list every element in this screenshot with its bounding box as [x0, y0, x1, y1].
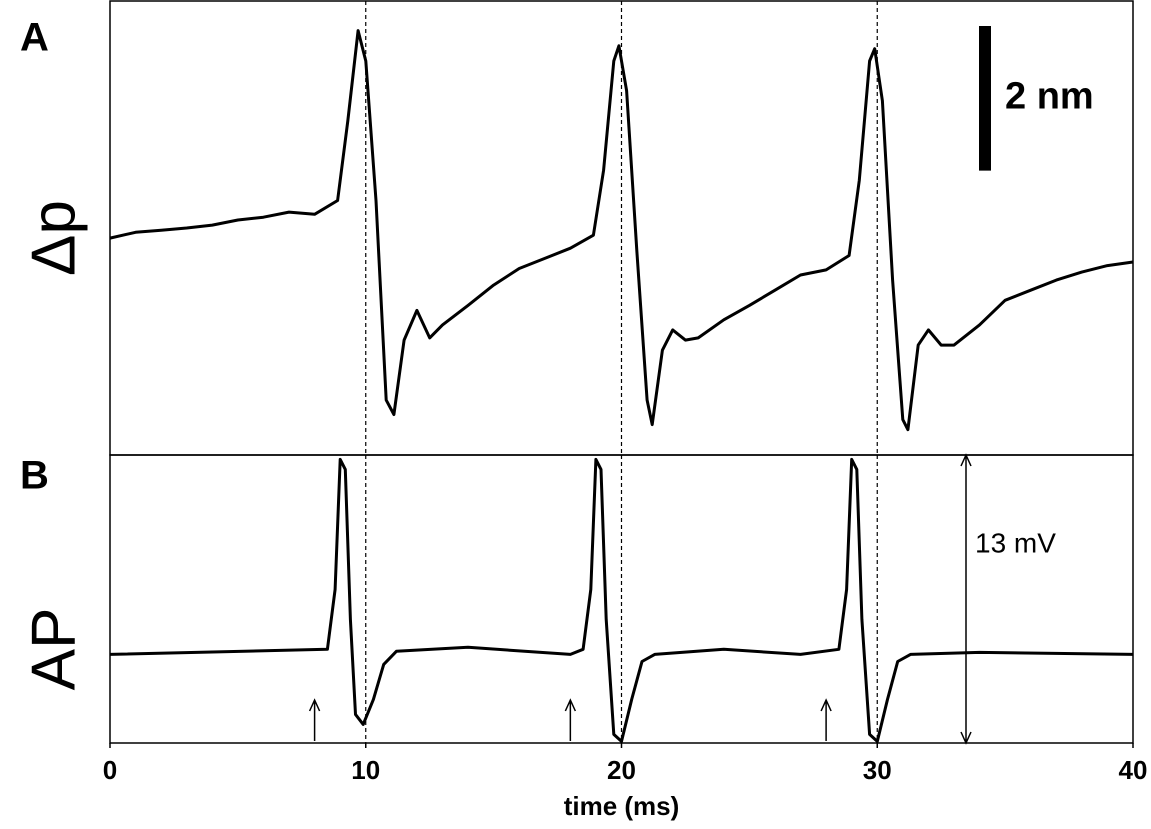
stimulus-arrow [820, 698, 832, 741]
x-tick-label: 20 [607, 755, 636, 785]
y-axis-label: AP [19, 608, 88, 691]
x-tick-label: 40 [1119, 755, 1148, 785]
y-axis-label: Δp [19, 200, 88, 276]
x-tick-label: 10 [351, 755, 380, 785]
x-tick-label: 30 [863, 755, 892, 785]
panel-label: B [20, 454, 49, 498]
scale-bar-label: 13 mV [975, 527, 1056, 558]
stimulus-arrow [308, 698, 321, 741]
trace [109, 29, 1134, 432]
x-tick-label: 0 [103, 755, 117, 785]
scale-bar-label: 2 nm [1005, 75, 1094, 117]
x-axis-label: time (ms) [564, 791, 680, 821]
stimulus-arrow [564, 698, 577, 741]
trace [109, 457, 1134, 743]
panel-label: A [20, 16, 49, 60]
scale-arrow [960, 453, 972, 745]
